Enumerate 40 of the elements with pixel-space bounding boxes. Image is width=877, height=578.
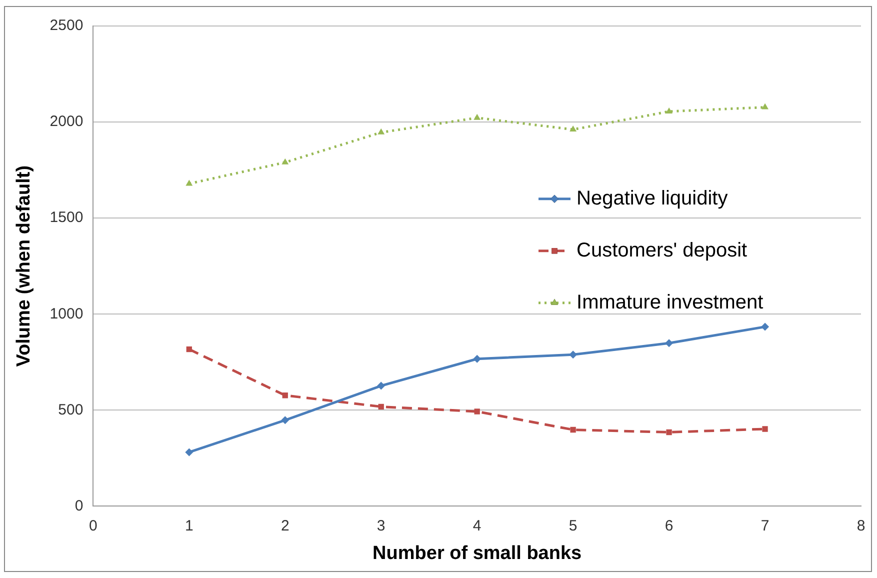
y-tick-label: 500 [58, 401, 84, 418]
point [762, 426, 768, 432]
point [378, 128, 385, 134]
point [282, 392, 288, 398]
point [377, 382, 386, 390]
x-tick-label: 0 [88, 517, 98, 534]
point [282, 158, 289, 164]
x-tick-label: 6 [664, 517, 674, 534]
point [666, 429, 672, 436]
y-tick-label: 1000 [50, 305, 84, 322]
point [762, 103, 768, 110]
x-axis-title: Number of small banks [372, 542, 582, 564]
point [761, 322, 770, 331]
point [474, 408, 480, 414]
legend-label: Negative liquidity [576, 187, 728, 210]
point [570, 426, 576, 433]
y-tick-label: 2000 [50, 113, 84, 130]
point [570, 126, 577, 132]
point [378, 404, 384, 410]
legend-label: Customers' deposit [576, 239, 748, 262]
y-tick-label: 2500 [50, 17, 84, 34]
x-tick-label: 5 [568, 517, 578, 534]
point [569, 350, 578, 359]
x-tick-label: 3 [376, 517, 386, 534]
x-tick-label: 7 [760, 517, 770, 534]
point [186, 180, 193, 186]
y-tick-label: 0 [74, 497, 84, 514]
y-axis-title: Volume (when default) [14, 165, 35, 367]
point [665, 339, 674, 348]
x-tick-label: 4 [472, 517, 482, 534]
x-tick-label: 1 [184, 517, 194, 534]
y-tick-label: 1500 [50, 209, 84, 226]
legend-label: Immature investment [576, 291, 764, 314]
point [666, 107, 673, 114]
point [474, 114, 481, 120]
x-tick-label: 8 [856, 517, 866, 534]
point [281, 416, 290, 424]
point [185, 448, 194, 456]
point [186, 346, 192, 352]
x-tick-label: 2 [280, 517, 290, 534]
